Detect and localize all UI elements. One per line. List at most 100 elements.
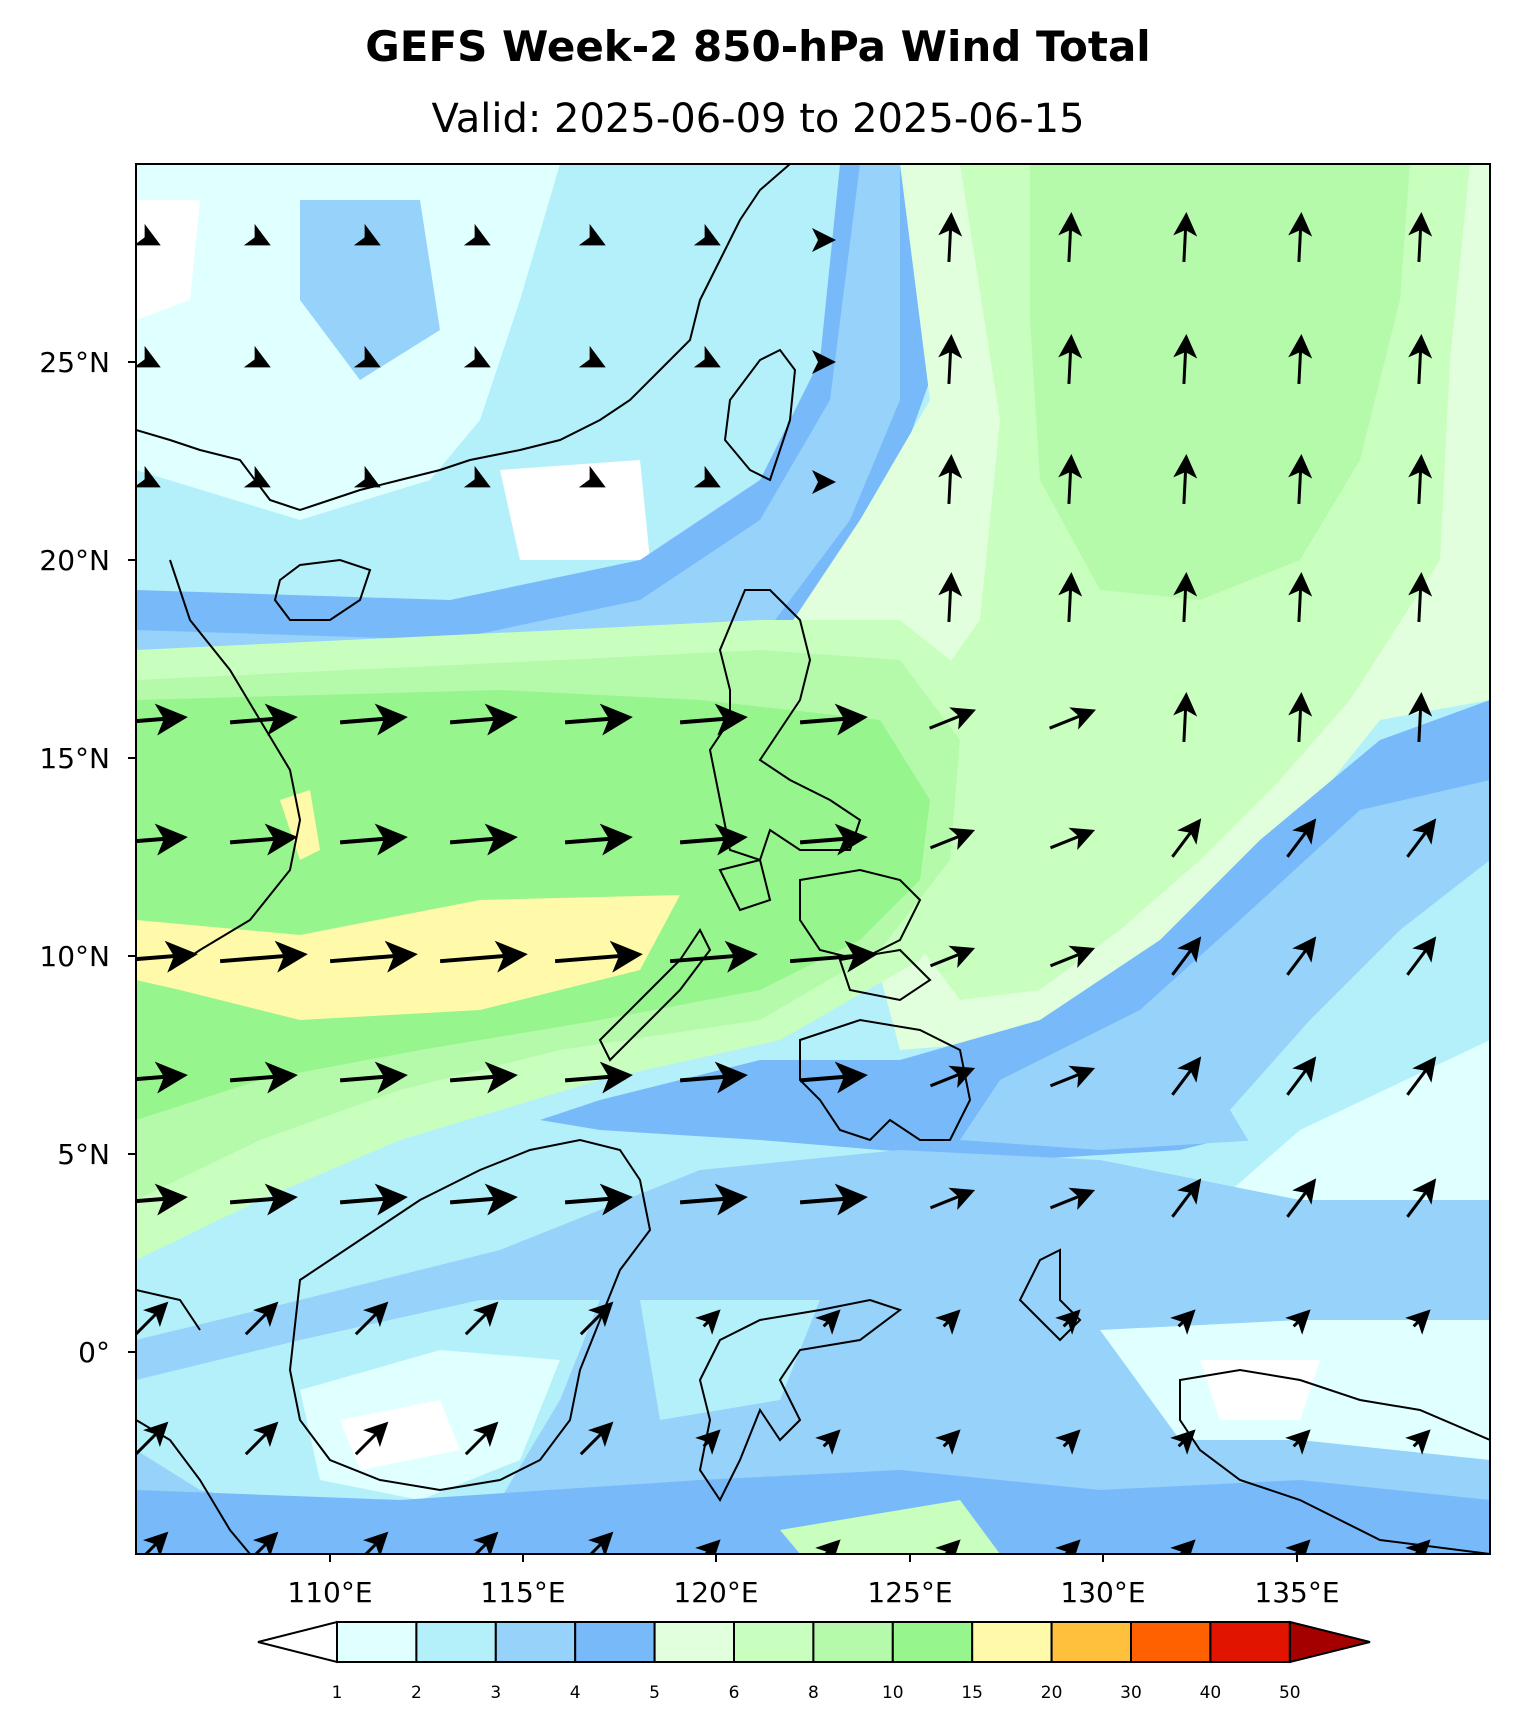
wind-arrow <box>1049 707 1096 730</box>
lat-label-5n: 5°N <box>57 1138 110 1171</box>
wind-arrow <box>1170 1539 1196 1554</box>
wind-arrow <box>339 703 408 736</box>
colorbar-label: 2 <box>410 1683 422 1703</box>
wind-arrow <box>929 1187 976 1211</box>
wind-arrow <box>815 1309 841 1335</box>
wind-arrow <box>578 465 606 488</box>
wind-arrow <box>244 1301 279 1336</box>
colorbar-label: 5 <box>649 1683 660 1703</box>
colorbar-label: 30 <box>1120 1683 1142 1703</box>
wind-arrow <box>1286 1056 1317 1096</box>
wind-arrow <box>579 1421 614 1456</box>
wind-arrow <box>799 1183 868 1216</box>
wind-arrow <box>564 1183 633 1216</box>
wind-arrow <box>935 1309 961 1335</box>
wind-arrow <box>564 703 633 736</box>
wind-arrow <box>1173 454 1198 505</box>
wind-arrow <box>353 465 381 488</box>
wind-arrow <box>929 945 976 969</box>
wind-arrow <box>1173 692 1198 743</box>
lon-label-135e: 135°E <box>1254 1576 1340 1609</box>
wind-arrow <box>1286 1178 1317 1218</box>
colorbar-cell <box>415 1621 497 1663</box>
wind-arrow <box>693 465 721 488</box>
wind-arrow <box>799 823 868 856</box>
colorbar-cell <box>971 1621 1053 1663</box>
wind-arrow <box>339 1183 408 1216</box>
wind-arrow <box>219 940 308 973</box>
wind-arrow <box>243 465 271 488</box>
wind-arrow <box>1285 1539 1311 1554</box>
wind-arrow <box>789 940 878 973</box>
wind-arrow <box>1049 1187 1096 1211</box>
wind-arrow <box>329 940 418 973</box>
wind-arrow <box>929 1065 976 1089</box>
colorbar-cell <box>494 1621 577 1663</box>
wind-arrow <box>578 345 606 368</box>
wind-arrow <box>472 1531 499 1554</box>
wind-arrow <box>695 1309 721 1335</box>
wind-arrow <box>1170 1309 1196 1335</box>
wind-arrow <box>1055 1539 1081 1554</box>
wind-arrow <box>1285 1309 1311 1335</box>
wind-arrow <box>799 703 868 736</box>
colorbar-label: 1 <box>331 1683 343 1703</box>
wind-arrow <box>669 940 758 973</box>
wind-arrow <box>339 1061 408 1094</box>
lon-label-115e: 115°E <box>480 1576 566 1609</box>
lon-label-120e: 120°E <box>673 1576 759 1609</box>
wind-arrow <box>449 1061 518 1094</box>
wind-arrow <box>1171 818 1202 858</box>
map-subtitle: Valid: 2025-06-09 to 2025-06-15 <box>431 96 1085 142</box>
wind-arrow <box>243 345 271 368</box>
wind-arrow <box>353 223 381 246</box>
colorbar-cell <box>891 1621 974 1663</box>
wind-arrow <box>938 572 963 623</box>
wind-arrow <box>1049 1065 1096 1089</box>
wind-arrow <box>1171 1178 1202 1218</box>
wind-arrow <box>142 1531 169 1554</box>
lon-label-125e: 125°E <box>867 1576 953 1609</box>
colorbar-under-triangle <box>257 1620 338 1664</box>
wind-arrow <box>136 703 188 736</box>
colorbar-label: 20 <box>1040 1683 1063 1703</box>
wind-arrow <box>579 1301 614 1336</box>
wind-arrow <box>564 1061 633 1094</box>
colorbar-cell <box>1209 1621 1291 1663</box>
wind-arrow <box>136 823 188 856</box>
wind-arrow <box>1173 572 1198 623</box>
wind-arrow <box>815 1429 841 1455</box>
wind-vectors <box>136 212 1437 1554</box>
wind-arrow <box>938 454 963 505</box>
wind-arrow <box>1408 454 1433 505</box>
wind-arrow <box>463 465 491 488</box>
wind-arrow <box>136 1421 169 1456</box>
wind-arrow <box>679 1061 748 1094</box>
wind-arrow <box>229 1061 298 1094</box>
wind-arrow <box>1408 334 1433 385</box>
wind-arrow <box>229 823 298 856</box>
colorbar-over-triangle <box>1289 1620 1371 1664</box>
wind-arrow <box>1405 1309 1431 1335</box>
colorbar-cell <box>336 1621 418 1663</box>
wind-arrow <box>578 223 606 246</box>
wind-arrow <box>1058 572 1083 623</box>
wind-arrow <box>136 940 198 973</box>
wind-arrow <box>1408 692 1433 743</box>
wind-arrow <box>564 823 633 856</box>
colorbar-label: 8 <box>807 1683 819 1703</box>
map-title: GEFS Week-2 850-hPa Wind Total <box>365 22 1151 71</box>
lat-label-20n: 20°N <box>39 544 110 577</box>
wind-arrow <box>243 223 271 246</box>
wind-arrow <box>1170 1429 1196 1455</box>
wind-arrow <box>693 223 721 246</box>
colorbar-label: 3 <box>490 1683 502 1703</box>
plot-frame <box>135 163 1491 1555</box>
wind-arrow <box>1408 212 1433 263</box>
wind-arrow <box>136 345 161 368</box>
colorbar-cell <box>812 1621 894 1663</box>
lon-label-130e: 130°E <box>1060 1576 1146 1609</box>
wind-arrow <box>587 1531 614 1554</box>
colorbar-label: 10 <box>881 1683 904 1703</box>
